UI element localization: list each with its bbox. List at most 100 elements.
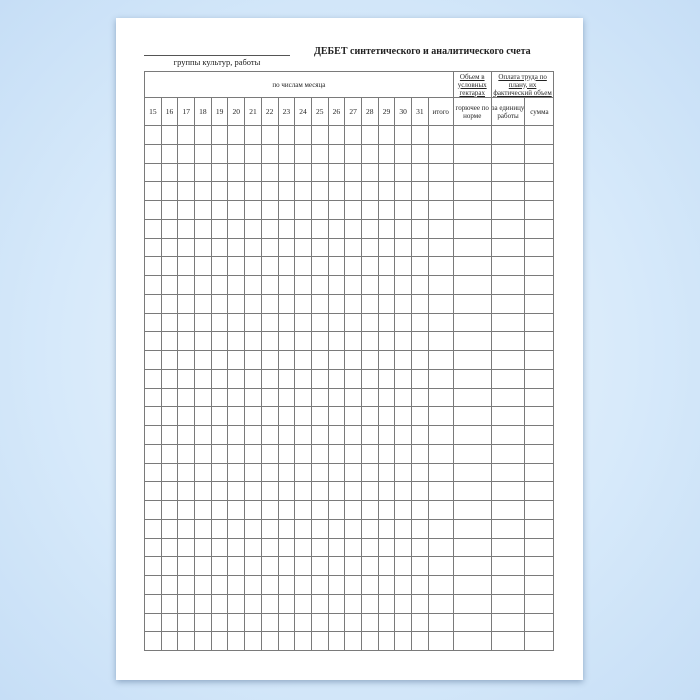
table-cell[interactable]	[327, 443, 346, 464]
table-cell[interactable]	[360, 312, 379, 333]
table-cell[interactable]	[294, 406, 312, 426]
table-cell[interactable]	[260, 312, 279, 333]
table-cell[interactable]	[411, 200, 429, 220]
table-cell[interactable]	[310, 368, 329, 389]
table-cell[interactable]	[344, 612, 362, 633]
table-cell[interactable]	[177, 162, 196, 183]
table-cell[interactable]	[452, 556, 492, 576]
table-cell[interactable]	[377, 218, 396, 239]
table-cell[interactable]	[144, 331, 162, 351]
table-cell[interactable]	[327, 293, 346, 314]
table-cell[interactable]	[294, 593, 312, 614]
table-cell[interactable]	[227, 368, 246, 389]
table-cell[interactable]	[177, 481, 196, 501]
table-cell[interactable]	[360, 368, 379, 389]
table-cell[interactable]	[344, 500, 362, 520]
table-cell[interactable]	[194, 256, 212, 276]
table-cell[interactable]	[177, 500, 196, 520]
table-cell[interactable]	[160, 593, 179, 614]
table-cell[interactable]	[490, 481, 526, 501]
table-cell[interactable]	[327, 500, 346, 520]
table-cell[interactable]	[452, 143, 492, 164]
table-cell[interactable]	[144, 218, 162, 239]
table-cell[interactable]	[490, 462, 526, 483]
table-cell[interactable]	[310, 200, 329, 220]
table-cell[interactable]	[427, 350, 454, 370]
table-cell[interactable]	[294, 500, 312, 520]
table-cell[interactable]	[310, 218, 329, 239]
table-cell[interactable]	[294, 293, 312, 314]
table-cell[interactable]	[360, 350, 379, 370]
table-cell[interactable]	[344, 143, 362, 164]
table-cell[interactable]	[360, 593, 379, 614]
table-cell[interactable]	[411, 143, 429, 164]
table-cell[interactable]	[277, 556, 296, 576]
table-cell[interactable]	[524, 237, 555, 258]
table-cell[interactable]	[210, 200, 229, 220]
table-cell[interactable]	[524, 443, 555, 464]
table-cell[interactable]	[490, 275, 526, 295]
table-cell[interactable]	[411, 256, 429, 276]
table-cell[interactable]	[160, 256, 179, 276]
table-cell[interactable]	[394, 406, 412, 426]
table-cell[interactable]	[524, 425, 555, 445]
table-cell[interactable]	[177, 275, 196, 295]
table-cell[interactable]	[394, 237, 412, 258]
table-cell[interactable]	[411, 631, 429, 651]
table-cell[interactable]	[427, 406, 454, 426]
table-cell[interactable]	[327, 387, 346, 408]
table-cell[interactable]	[244, 500, 262, 520]
table-cell[interactable]	[327, 556, 346, 576]
table-cell[interactable]	[260, 462, 279, 483]
table-cell[interactable]	[194, 556, 212, 576]
table-cell[interactable]	[394, 593, 412, 614]
table-cell[interactable]	[360, 443, 379, 464]
table-cell[interactable]	[277, 200, 296, 220]
table-cell[interactable]	[194, 237, 212, 258]
table-cell[interactable]	[260, 293, 279, 314]
table-cell[interactable]	[194, 181, 212, 201]
table-cell[interactable]	[327, 575, 346, 595]
table-cell[interactable]	[411, 462, 429, 483]
table-cell[interactable]	[490, 368, 526, 389]
table-cell[interactable]	[411, 500, 429, 520]
table-cell[interactable]	[394, 256, 412, 276]
table-cell[interactable]	[524, 556, 555, 576]
table-cell[interactable]	[177, 387, 196, 408]
table-cell[interactable]	[277, 368, 296, 389]
table-cell[interactable]	[244, 181, 262, 201]
table-cell[interactable]	[490, 256, 526, 276]
table-cell[interactable]	[427, 443, 454, 464]
table-cell[interactable]	[260, 556, 279, 576]
table-cell[interactable]	[194, 575, 212, 595]
table-cell[interactable]	[210, 406, 229, 426]
table-cell[interactable]	[377, 500, 396, 520]
table-cell[interactable]	[377, 331, 396, 351]
table-cell[interactable]	[160, 556, 179, 576]
table-cell[interactable]	[377, 575, 396, 595]
table-cell[interactable]	[377, 312, 396, 333]
table-cell[interactable]	[310, 481, 329, 501]
table-cell[interactable]	[177, 218, 196, 239]
table-cell[interactable]	[160, 331, 179, 351]
table-cell[interactable]	[260, 387, 279, 408]
table-cell[interactable]	[277, 125, 296, 145]
table-cell[interactable]	[227, 518, 246, 539]
table-cell[interactable]	[327, 593, 346, 614]
table-cell[interactable]	[160, 612, 179, 633]
table-cell[interactable]	[394, 275, 412, 295]
table-cell[interactable]	[294, 162, 312, 183]
table-cell[interactable]	[490, 612, 526, 633]
table-cell[interactable]	[160, 462, 179, 483]
table-cell[interactable]	[260, 500, 279, 520]
table-cell[interactable]	[210, 331, 229, 351]
table-cell[interactable]	[344, 462, 362, 483]
table-cell[interactable]	[360, 500, 379, 520]
table-cell[interactable]	[177, 143, 196, 164]
table-cell[interactable]	[360, 537, 379, 558]
table-cell[interactable]	[360, 162, 379, 183]
table-cell[interactable]	[452, 181, 492, 201]
table-cell[interactable]	[244, 293, 262, 314]
table-cell[interactable]	[194, 518, 212, 539]
table-cell[interactable]	[160, 443, 179, 464]
